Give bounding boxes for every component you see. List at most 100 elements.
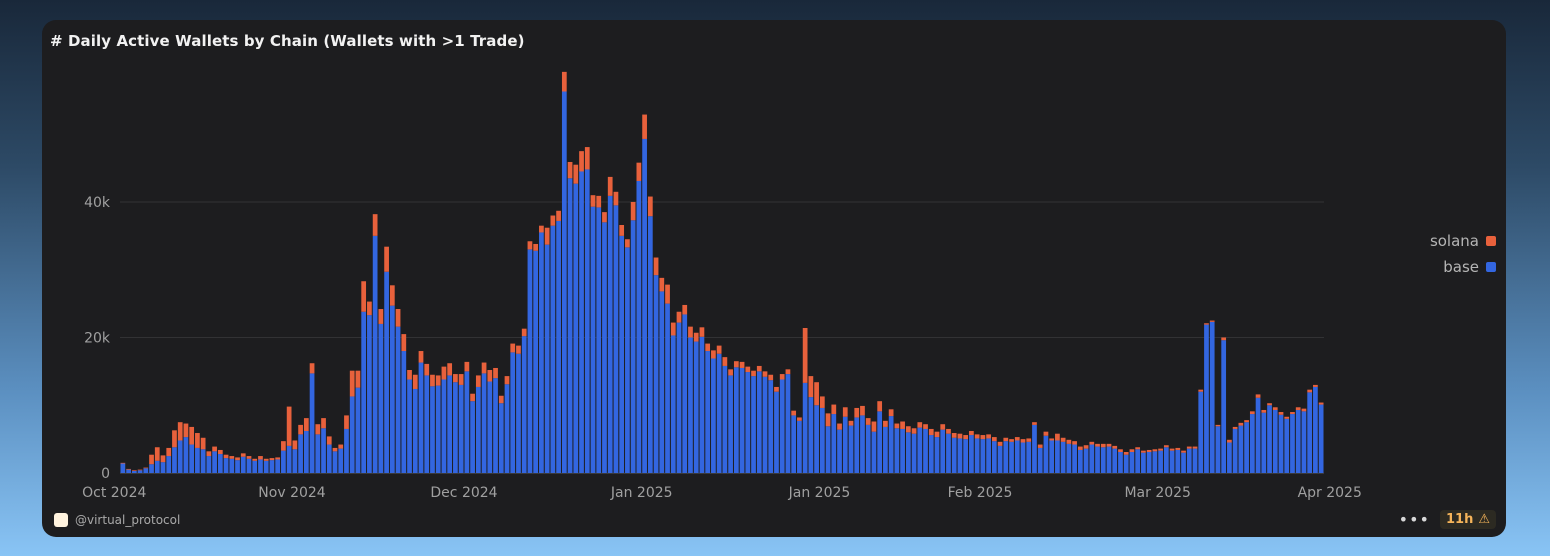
bar-base[interactable] [837,429,842,473]
bar-base[interactable] [441,379,447,473]
bar-solana[interactable] [894,423,900,429]
bar-solana[interactable] [355,370,361,388]
bar-base[interactable] [544,244,550,473]
bar-solana[interactable] [1152,449,1158,452]
bar-base[interactable] [630,220,636,473]
bar-solana[interactable] [602,212,607,223]
bar-base[interactable] [1146,451,1152,473]
bar-base[interactable] [1066,443,1072,473]
bar-solana[interactable] [865,418,871,425]
bar-base[interactable] [785,374,791,473]
bar-base[interactable] [223,458,229,473]
bar-solana[interactable] [464,361,470,372]
bar-base[interactable] [1095,446,1100,473]
bar-base[interactable] [716,353,722,473]
bar-base[interactable] [424,375,430,473]
bar-base[interactable] [573,183,579,473]
bar-base[interactable] [814,405,819,473]
bar-solana[interactable] [986,434,991,439]
bar-solana[interactable] [923,424,928,429]
bar-solana[interactable] [487,370,493,382]
bar-solana[interactable] [613,191,619,206]
bar-solana[interactable] [412,374,418,389]
bar-base[interactable] [625,247,630,473]
bar-solana[interactable] [974,434,980,439]
bar-base[interactable] [556,220,561,473]
bar-solana[interactable] [745,366,751,373]
bar-base[interactable] [321,428,326,473]
bar-solana[interactable] [401,334,407,352]
bar-base[interactable] [699,336,705,473]
bar-solana[interactable] [1049,438,1055,441]
bar-solana[interactable] [688,326,693,338]
bar-solana[interactable] [751,370,756,377]
bar-base[interactable] [728,375,733,473]
bar-base[interactable] [659,291,665,473]
bar-solana[interactable] [166,447,172,457]
bar-solana[interactable] [1158,448,1163,451]
bar-solana[interactable] [1112,445,1118,449]
bar-base[interactable] [934,437,940,473]
bar-solana[interactable] [1066,439,1072,444]
bar-base[interactable] [510,352,516,473]
bar-base[interactable] [1043,435,1049,473]
bar-base[interactable] [1192,448,1198,473]
bar-base[interactable] [997,445,1003,473]
bar-base[interactable] [349,396,355,473]
bar-base[interactable] [1227,442,1232,473]
bar-solana[interactable] [1077,446,1083,450]
bar-base[interactable] [888,416,894,473]
bar-solana[interactable] [1249,411,1255,415]
bar-solana[interactable] [711,350,716,359]
bar-base[interactable] [372,235,378,473]
bar-base[interactable] [768,380,774,473]
bar-base[interactable] [200,449,206,473]
bar-base[interactable] [1261,412,1267,473]
bar-solana[interactable] [1009,439,1014,442]
bar-base[interactable] [367,315,372,473]
bar-base[interactable] [1014,440,1020,473]
bar-solana[interactable] [177,422,183,441]
bar-solana[interactable] [212,446,217,452]
bar-solana[interactable] [1221,337,1227,341]
bar-base[interactable] [1267,405,1272,473]
bar-solana[interactable] [1095,443,1100,447]
bar-solana[interactable] [143,467,149,469]
bar-solana[interactable] [670,322,676,336]
bar-solana[interactable] [1209,320,1215,322]
bar-solana[interactable] [1146,449,1152,452]
bar-solana[interactable] [900,421,905,429]
bar-base[interactable] [447,375,453,473]
bar-solana[interactable] [1261,409,1267,413]
bar-solana[interactable] [120,462,126,464]
bar-base[interactable] [1083,448,1089,473]
bar-solana[interactable] [1123,451,1129,455]
bar-solana[interactable] [1003,437,1009,442]
bar-solana[interactable] [607,176,613,196]
bar-solana[interactable] [705,343,711,352]
bar-solana[interactable] [453,374,458,383]
bar-base[interactable] [1077,449,1083,473]
bar-base[interactable] [539,232,544,473]
bar-solana[interactable] [951,433,957,438]
bar-solana[interactable] [997,441,1003,446]
bar-base[interactable] [1152,451,1158,473]
bar-base[interactable] [281,450,286,473]
bar-base[interactable] [309,373,315,473]
bar-base[interactable] [883,426,888,473]
bar-base[interactable] [797,420,802,473]
bar-solana[interactable] [263,458,269,461]
bar-base[interactable] [705,351,711,473]
bar-solana[interactable] [659,277,665,292]
more-dots-icon[interactable]: ••• [1398,509,1430,529]
bar-base[interactable] [831,414,837,473]
bar-base[interactable] [395,326,401,473]
bar-base[interactable] [779,379,785,473]
bar-base[interactable] [739,367,745,473]
bar-solana[interactable] [917,422,923,428]
bar-solana[interactable] [837,423,842,430]
bar-base[interactable] [470,401,475,473]
bar-solana[interactable] [785,369,791,375]
bar-solana[interactable] [160,455,166,463]
age-badge[interactable]: 11h ⚠ [1439,510,1496,529]
